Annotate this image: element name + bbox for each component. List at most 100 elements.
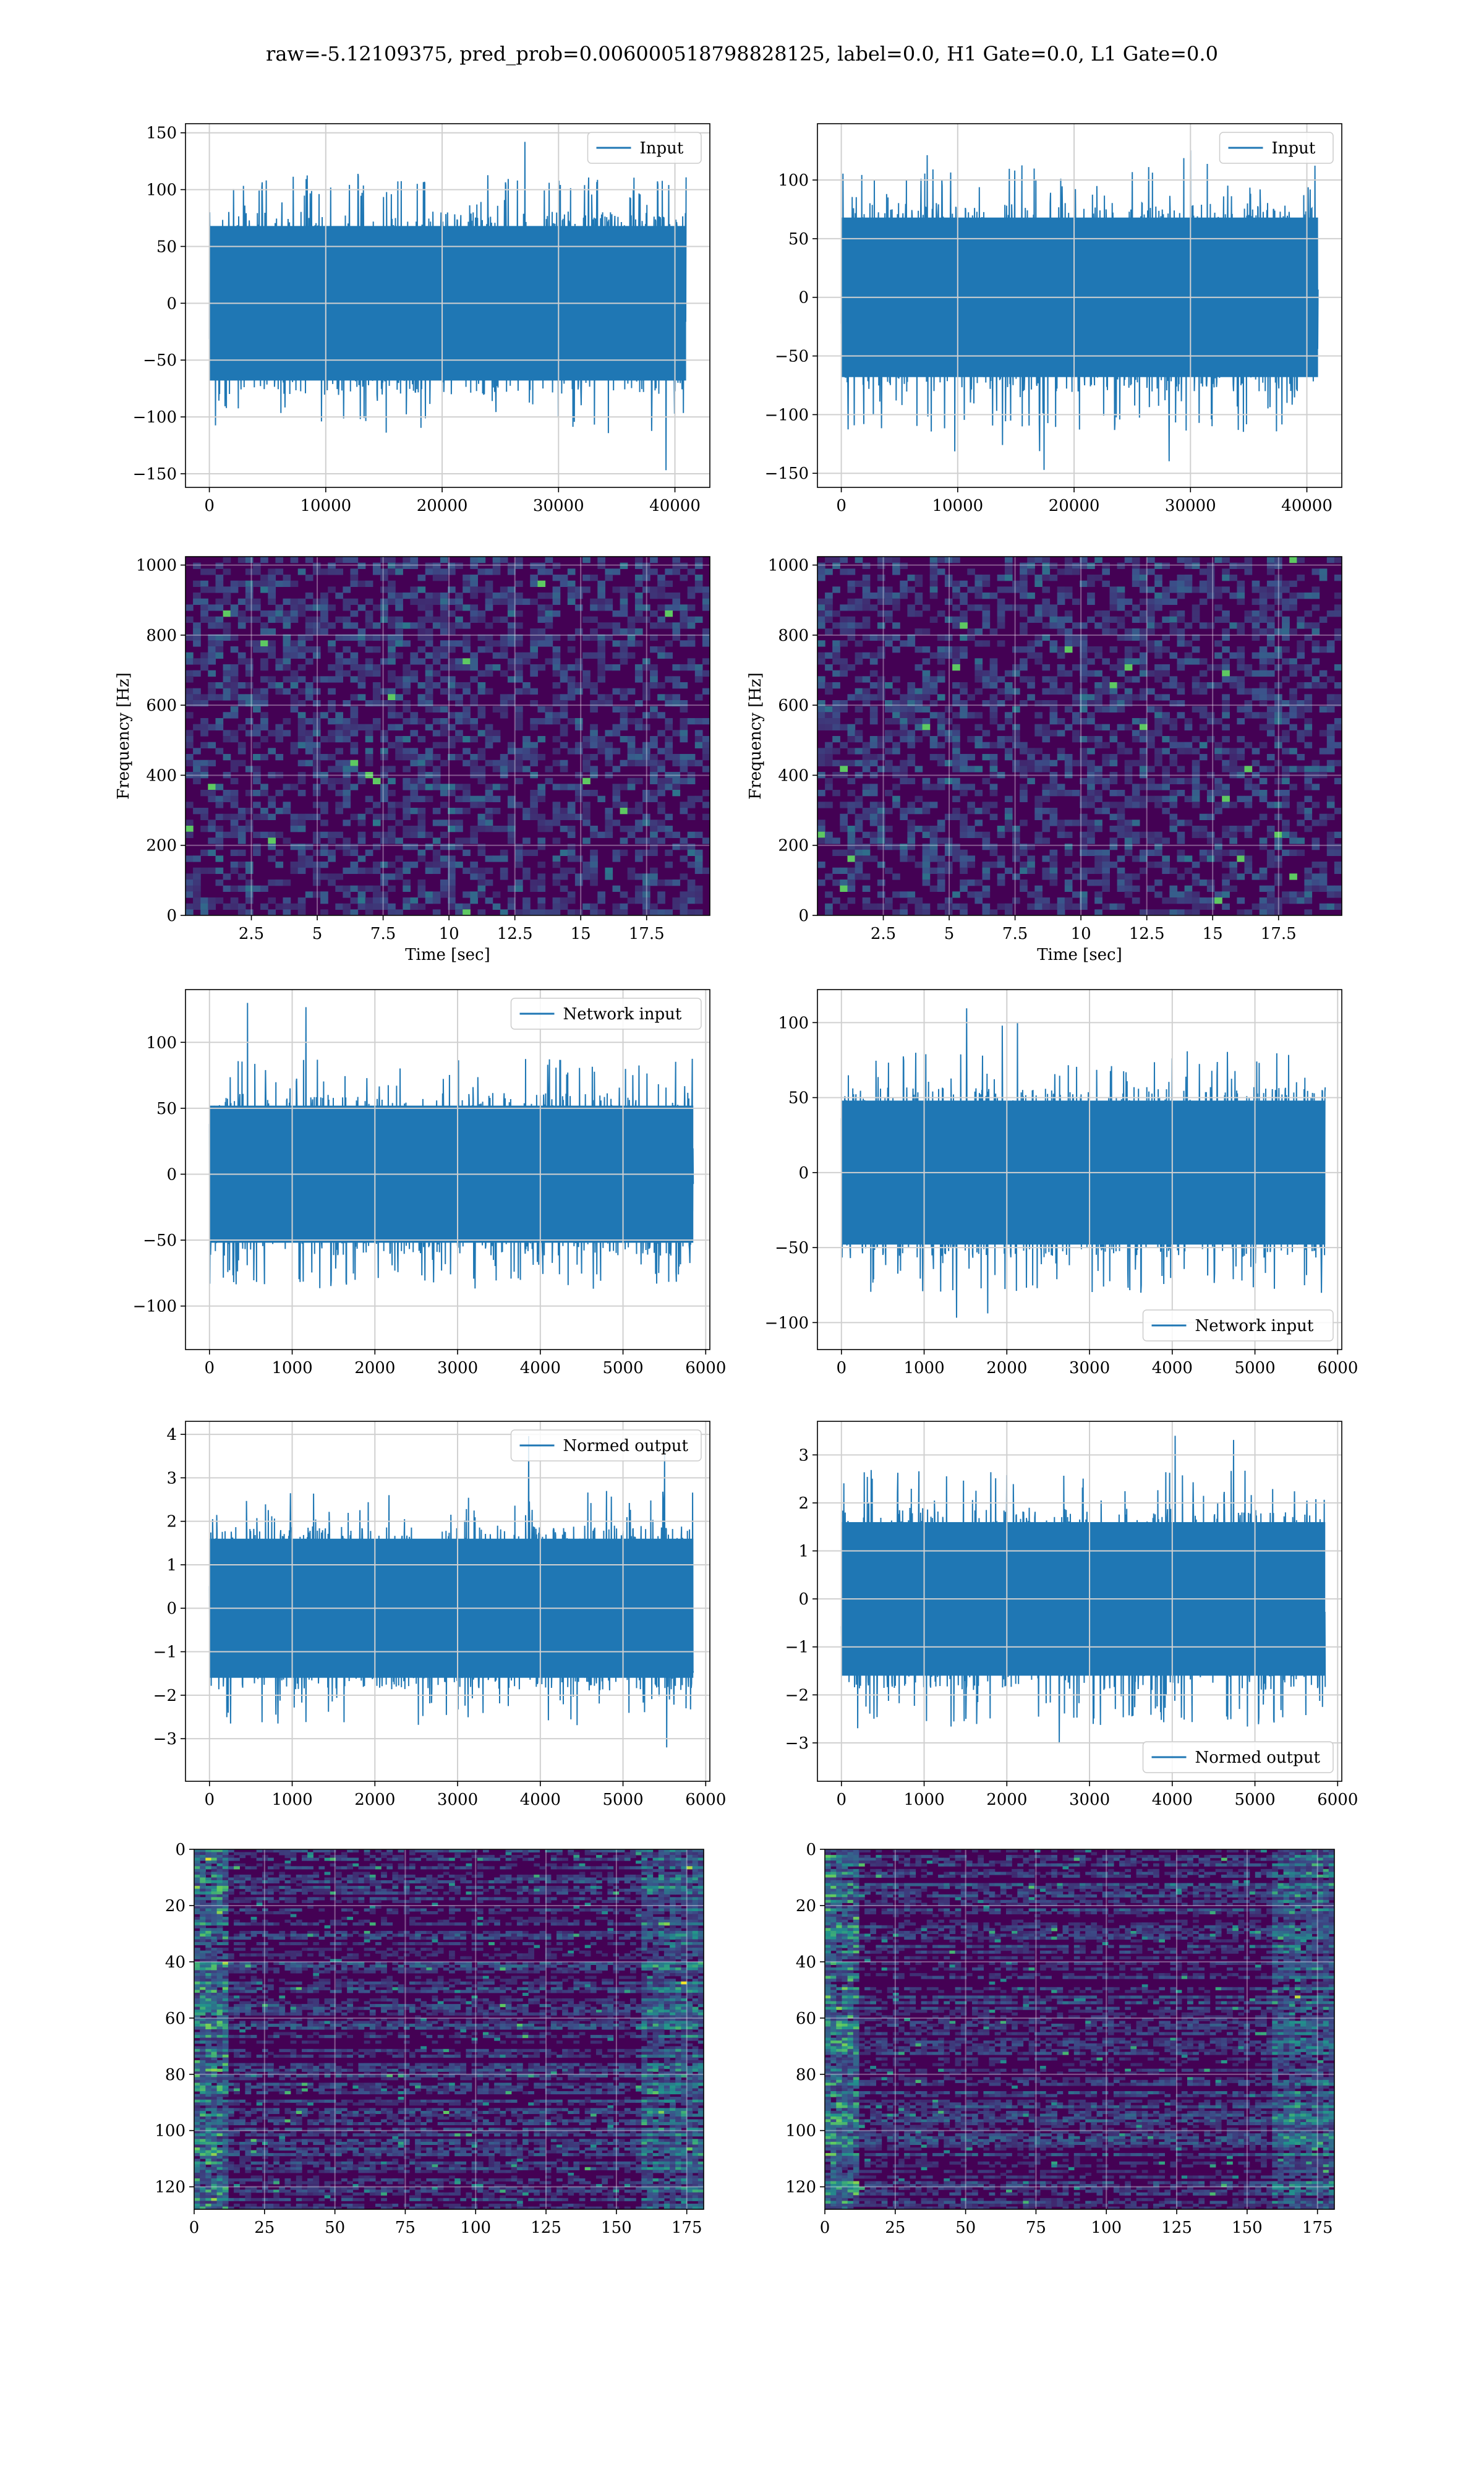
heatmap-cell (952, 557, 960, 563)
heatmap-cell (825, 754, 833, 761)
heatmap-cell (556, 1849, 563, 1853)
heatmap-cell (463, 837, 471, 844)
heatmap-cell (1162, 562, 1170, 569)
heatmap-cell (237, 849, 246, 856)
heatmap-cell (642, 688, 650, 695)
heatmap-cell (312, 760, 321, 766)
heatmap-cell (596, 1855, 602, 1859)
heatmap-cell (1117, 802, 1125, 808)
heatmap-cell (634, 640, 643, 647)
heatmap-cell (372, 867, 381, 874)
heatmap-cell (672, 784, 681, 790)
heatmap-cell (260, 640, 268, 647)
heatmap-cell (556, 1852, 563, 1856)
heatmap-cell (960, 682, 968, 689)
x-tick-label: 0 (204, 497, 215, 515)
heatmap-cell (1282, 826, 1290, 833)
heatmap-cell (675, 1857, 681, 1861)
heatmap-cell (320, 604, 328, 611)
heatmap-cell (634, 700, 643, 707)
heatmap-cell (885, 593, 893, 599)
heatmap-cell (515, 610, 523, 617)
heatmap-cell (432, 1877, 438, 1881)
heatmap-cell (952, 682, 960, 689)
heatmap-cell (1154, 784, 1162, 790)
heatmap-cell (624, 1855, 631, 1859)
heatmap-cell (552, 682, 561, 689)
heatmap-cell (253, 844, 261, 850)
heatmap-cell (1192, 862, 1200, 868)
heatmap-cell (937, 754, 945, 761)
y-tick-label: 0 (166, 1599, 177, 1618)
heatmap-cell (840, 640, 848, 647)
heatmap-cell (1177, 873, 1185, 880)
x-tick-label: 3000 (1069, 1791, 1110, 1809)
heatmap-cell (208, 742, 216, 748)
heatmap-cell (477, 730, 486, 737)
heatmap-cell (665, 718, 673, 725)
heatmap-cell (1274, 718, 1282, 725)
y-tick-label: −50 (143, 351, 177, 370)
heatmap-cell (500, 634, 508, 641)
heatmap-cell (944, 646, 953, 653)
heatmap-cell (505, 1866, 512, 1870)
heatmap-cell (1154, 849, 1162, 856)
heatmap-cell (1049, 562, 1058, 569)
heatmap-cell (335, 724, 343, 730)
heatmap-cell (1199, 568, 1208, 575)
heatmap-cell (193, 598, 201, 605)
heatmap-cell (228, 1866, 234, 1870)
heatmap-cell (200, 652, 208, 659)
heatmap-cell (341, 1877, 348, 1881)
heatmap-cell (230, 694, 239, 701)
heatmap-cell (237, 682, 246, 689)
heatmap-cell (1139, 772, 1148, 779)
heatmap-cell (560, 873, 568, 880)
heatmap-cell (1147, 610, 1155, 617)
heatmap-cell (642, 748, 650, 755)
heatmap-cell (1012, 604, 1020, 611)
heatmap-cell (256, 1877, 263, 1881)
heatmap-cell (1064, 616, 1073, 623)
heatmap-cell (1304, 891, 1313, 898)
heatmap-cell (343, 820, 351, 826)
heatmap-cell (463, 808, 471, 815)
heatmap-cell (1139, 616, 1148, 623)
heatmap-cell (1259, 813, 1268, 820)
heatmap-cell (567, 909, 576, 915)
heatmap-cell (245, 1874, 252, 1878)
heatmap-cell (1162, 664, 1170, 671)
heatmap-cell (944, 862, 953, 868)
heatmap-cell (567, 682, 576, 689)
heatmap-cell (545, 568, 553, 575)
heatmap-cell (284, 1888, 291, 1892)
heatmap-cell (350, 784, 359, 790)
heatmap-cell (470, 593, 478, 599)
heatmap-cell (341, 1857, 348, 1861)
heatmap-cell (900, 586, 908, 593)
heatmap-cell (1042, 598, 1051, 605)
heatmap-cell (372, 700, 381, 707)
heatmap-cell (381, 1852, 387, 1856)
heatmap-cell (253, 742, 261, 748)
heatmap-cell (275, 604, 284, 611)
heatmap-cell (817, 748, 825, 755)
heatmap-cell (597, 593, 605, 599)
heatmap-cell (847, 849, 856, 856)
heatmap-cell (1237, 855, 1245, 862)
heatmap-cell (369, 1866, 376, 1870)
heatmap-cell (425, 604, 433, 611)
heatmap-cell (1311, 760, 1320, 766)
heatmap-cell (642, 664, 650, 671)
heatmap-cell (1192, 748, 1200, 755)
heatmap-cell (832, 867, 840, 874)
heatmap-cell (929, 682, 938, 689)
y-tick-label: 0 (166, 294, 177, 313)
heatmap-cell (952, 844, 960, 850)
heatmap-cell (967, 736, 975, 743)
heatmap-cell (230, 849, 239, 856)
heatmap-cell (455, 730, 463, 737)
heatmap-cell (515, 718, 523, 725)
heatmap-cell (245, 808, 254, 815)
heatmap-cell (982, 831, 991, 838)
